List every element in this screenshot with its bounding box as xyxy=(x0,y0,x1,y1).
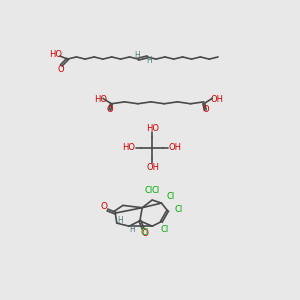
Text: H: H xyxy=(129,225,135,234)
Text: OH: OH xyxy=(169,143,182,152)
Text: HO: HO xyxy=(146,124,160,133)
Text: Cl: Cl xyxy=(140,228,148,237)
Text: Cl: Cl xyxy=(167,192,175,201)
Text: Cl: Cl xyxy=(160,225,169,234)
Text: Cl: Cl xyxy=(152,186,160,195)
Text: O: O xyxy=(202,105,209,114)
Text: HO: HO xyxy=(50,50,62,59)
Text: H: H xyxy=(117,215,123,224)
Text: H: H xyxy=(146,56,152,65)
Text: H: H xyxy=(134,51,140,60)
Text: O: O xyxy=(57,64,64,74)
Text: OH: OH xyxy=(210,94,224,103)
Text: O: O xyxy=(106,105,113,114)
Text: HO: HO xyxy=(94,94,107,103)
Text: OH: OH xyxy=(146,163,160,172)
Text: HO: HO xyxy=(123,143,136,152)
Text: O: O xyxy=(141,229,148,238)
Text: Cl: Cl xyxy=(174,205,182,214)
Text: Cl: Cl xyxy=(144,186,152,195)
Text: O: O xyxy=(100,202,107,211)
